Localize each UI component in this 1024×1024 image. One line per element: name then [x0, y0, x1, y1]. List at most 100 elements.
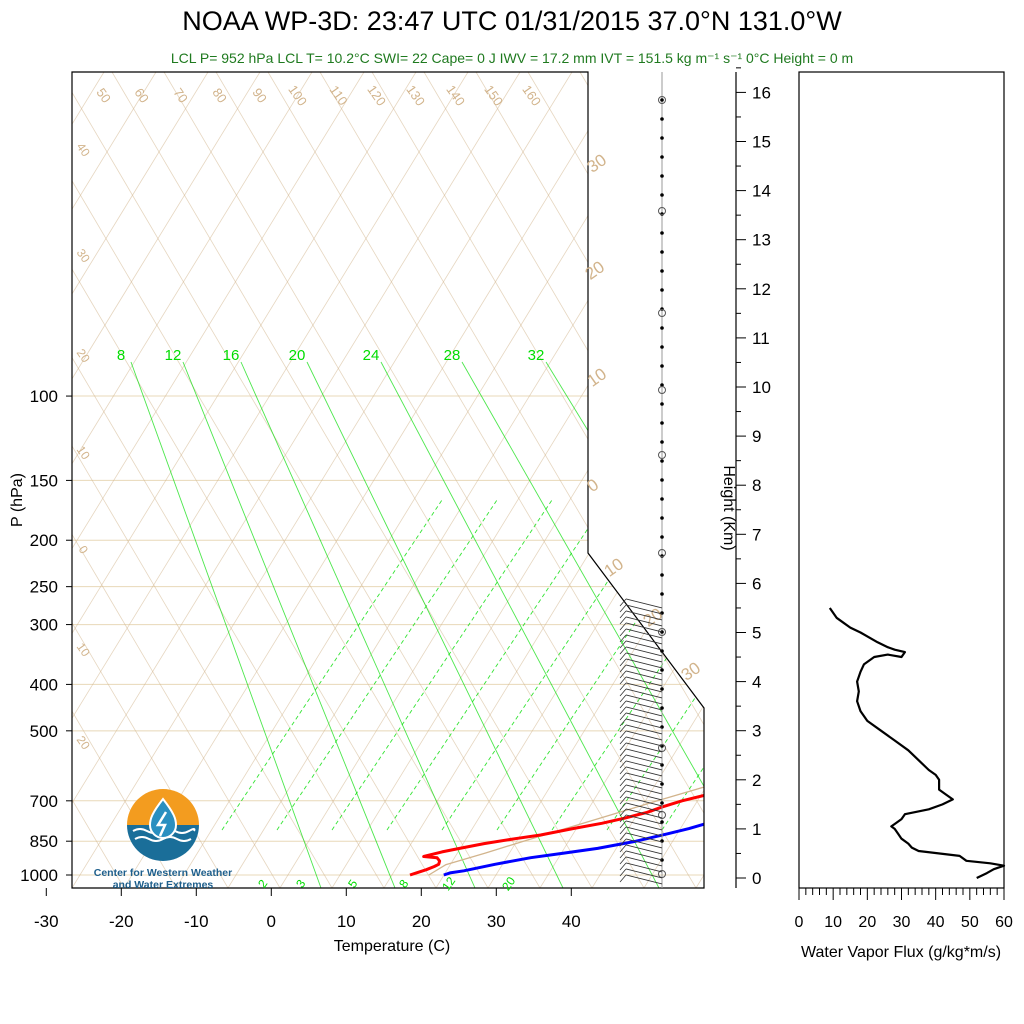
wind-barb-flag [619, 808, 627, 817]
chart-title: NOAA WP-3D: 23:47 UTC 01/31/2015 37.0°N … [182, 6, 842, 36]
dry-adiabat-line [111, 72, 593, 888]
barb-point [660, 497, 664, 501]
wind-barb [625, 718, 663, 729]
isotherm-line [539, 72, 704, 888]
wind-barb [625, 784, 663, 795]
dry-adiabat-line [163, 72, 645, 888]
dry-adiabat-top-label: 100 [285, 82, 310, 108]
skewt-border [71, 71, 705, 889]
dry-adiabat-line [72, 72, 541, 888]
barb-point [660, 421, 664, 425]
wind-barb [625, 748, 663, 759]
mixing-ratio-top-label: 16 [223, 347, 240, 364]
barb-calm-circle [658, 386, 666, 394]
y-tick-label: 850 [30, 832, 58, 851]
wind-barb [625, 682, 663, 693]
flux-x-tick-label: 10 [824, 914, 842, 931]
wind-barb [625, 610, 663, 621]
wind-barb-flag [619, 724, 627, 733]
wind-barb [625, 622, 663, 633]
height-tick-label: 11 [752, 329, 770, 348]
x-tick-label: 40 [562, 912, 581, 931]
moist-adiabat-line [276, 499, 498, 831]
mixing-ratio-line [306, 361, 564, 888]
mixing-ratio-top-label: 12 [165, 347, 182, 364]
moist-adiabat-line [331, 499, 553, 831]
moist-adiabat-line [386, 499, 608, 831]
height-tick-label: 2 [752, 771, 761, 790]
wind-barb-flag [619, 604, 627, 613]
wind-barb-flag [619, 730, 627, 739]
flux-x-tick-label: 40 [927, 914, 945, 931]
wind-barb [625, 802, 663, 813]
height-tick-label: 1 [752, 820, 761, 839]
wind-barb-flag [619, 778, 627, 787]
wind-barb-flag [619, 814, 627, 823]
dry-adiabat-top-label: 50 [93, 85, 114, 105]
dry-adiabat-line [267, 72, 704, 888]
parcel-line [428, 395, 704, 876]
wind-barb-flag [619, 856, 627, 865]
wind-barb-flag [619, 802, 627, 811]
wind-barb-flag [619, 676, 627, 685]
wind-barb-flag [619, 688, 627, 697]
barb-point [660, 782, 664, 786]
height-tick-label: 0 [752, 869, 761, 888]
wind-barb-flag [619, 598, 627, 607]
wind-barb-flag [619, 742, 627, 751]
height-tick-label: 9 [752, 427, 761, 446]
wind-barb [625, 808, 663, 819]
flux-x-tick-label: 30 [893, 914, 911, 931]
barb-point [660, 174, 664, 178]
mixing-ratio-top-label: 8 [117, 347, 125, 364]
barb-point [660, 193, 664, 197]
height-tick-label: 16 [752, 83, 771, 102]
height-tick-label: 12 [752, 280, 771, 299]
wind-barb [625, 736, 663, 747]
wind-barb [625, 604, 663, 615]
isotherm-line [331, 72, 704, 888]
wind-barb [625, 874, 663, 885]
flux-x-tick-label: 20 [858, 914, 876, 931]
barb-point [660, 687, 664, 691]
dry-adiabat-top-label: 110 [327, 83, 351, 109]
wind-barb-flag [619, 850, 627, 859]
x-tick-label: 20 [412, 912, 431, 931]
moist-adiabat-line [606, 499, 704, 831]
mixing-ratio-bottom-label: 20 [499, 874, 518, 893]
logo-icon [127, 789, 199, 861]
isotherm-right-label: 0 [584, 475, 603, 496]
barb-point [660, 839, 664, 843]
dry-adiabat-top-label: 150 [481, 82, 506, 108]
wind-barb [625, 694, 663, 705]
wind-barb [625, 598, 663, 609]
wind-barb [625, 772, 663, 783]
wind-barb [625, 778, 663, 789]
dry-adiabat-line [840, 72, 1024, 888]
wind-barb-flag [619, 700, 627, 709]
chart-frame [71, 71, 705, 889]
dry-adiabat-line [475, 72, 704, 888]
isotherm-line [695, 72, 704, 888]
barb-calm-circle [658, 870, 666, 878]
wind-barb [625, 670, 663, 681]
wind-barb-flag [619, 868, 627, 877]
height-tick-label: 3 [752, 722, 761, 741]
x-axis-label: Temperature (C) [334, 938, 450, 955]
y-axis-label: P (hPa) [9, 473, 26, 527]
mixing-ratio-bottom-label: 12 [439, 874, 458, 893]
logo-line-2: and Water Extremes [112, 879, 214, 891]
barb-calm-circle [658, 96, 666, 104]
dry-adiabat-line [72, 72, 229, 888]
barb-point [660, 858, 664, 862]
isotherm-line [904, 72, 1024, 888]
wind-barb [625, 754, 663, 765]
isotherm-line [956, 72, 1024, 888]
wind-barb [625, 838, 663, 849]
barb-point [660, 250, 664, 254]
dewpoint-line [443, 729, 704, 877]
height-tick-label: 15 [752, 133, 771, 152]
wind-barb-flag [619, 658, 627, 667]
y-tick-label: 200 [30, 531, 58, 550]
dry-adiabat-left-label: 30 [74, 246, 93, 265]
